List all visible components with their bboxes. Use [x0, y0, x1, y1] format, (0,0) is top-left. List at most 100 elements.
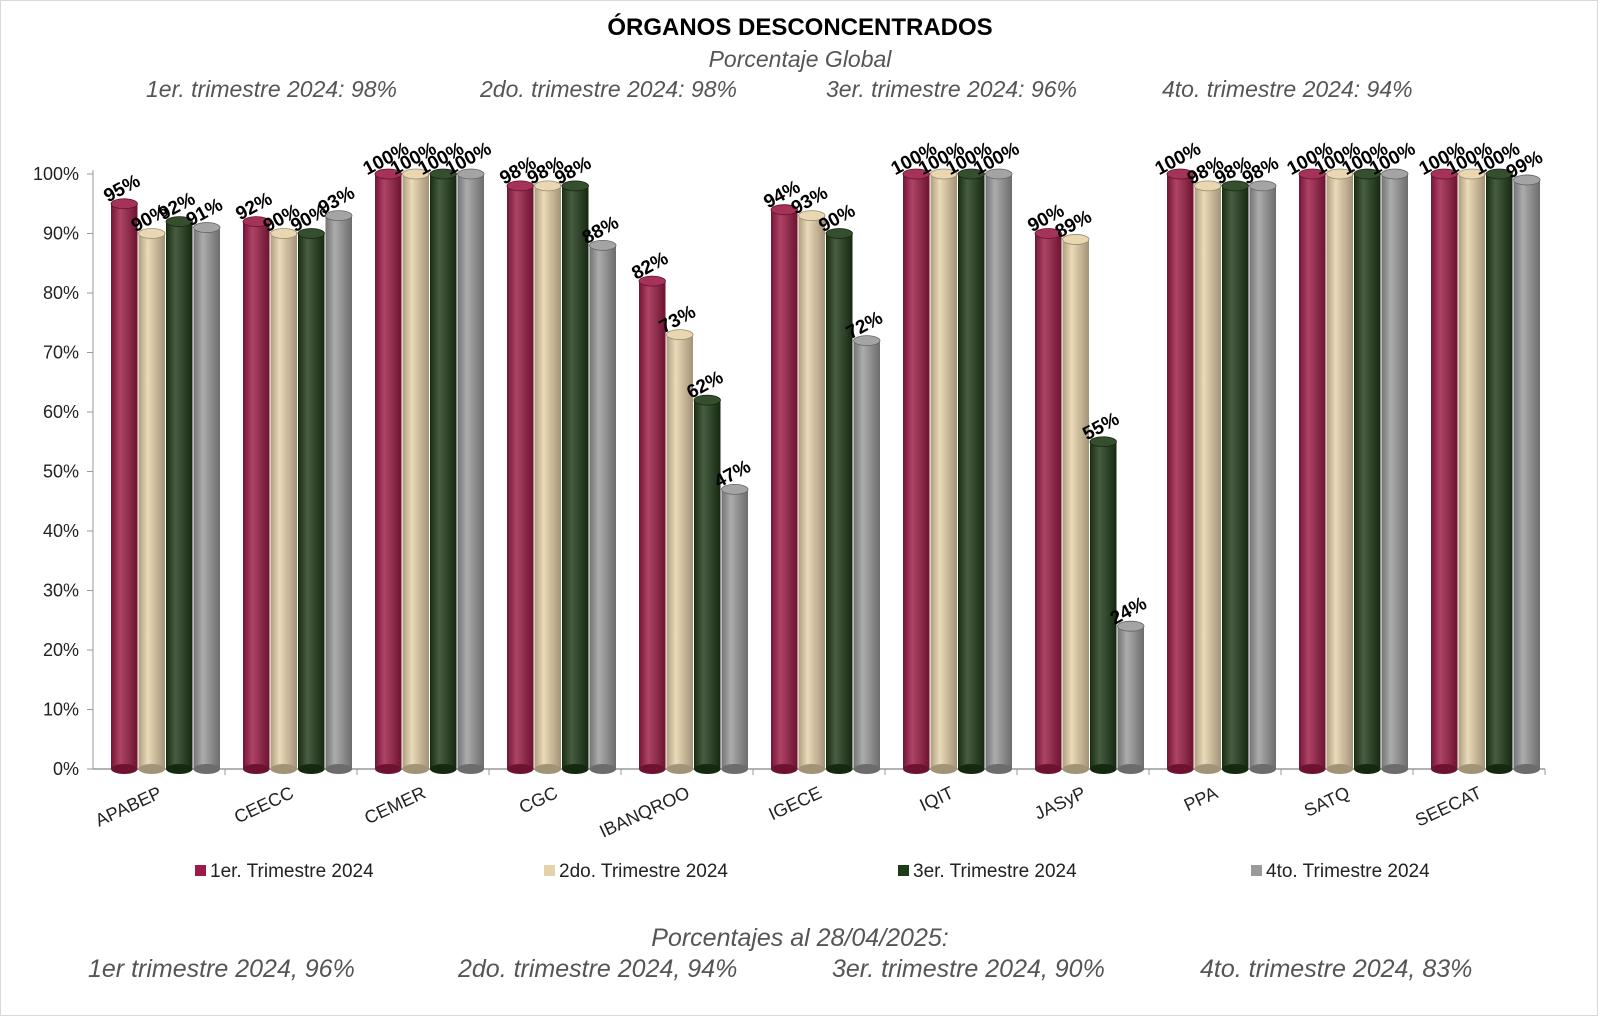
bar	[375, 174, 402, 769]
bar-base	[666, 764, 693, 774]
bar-top	[165, 216, 193, 228]
bar-top	[1326, 168, 1354, 180]
bar-top	[1485, 168, 1513, 180]
legend-swatch-q4	[1251, 865, 1262, 876]
bar-top	[1298, 168, 1326, 180]
x-category-label: SATQ	[1301, 782, 1353, 820]
y-tick-label: 50%	[43, 462, 79, 482]
bar-top	[297, 228, 325, 239]
bar-top	[374, 168, 402, 180]
quarter-1-global: 1er. trimestre 2024: 98%	[146, 76, 397, 102]
bar	[298, 233, 325, 769]
bar	[1117, 626, 1144, 769]
bar-top	[1166, 168, 1194, 180]
chart-subtitle: Porcentaje Global	[708, 46, 892, 72]
y-tick-label: 60%	[43, 402, 79, 422]
bar-top	[1034, 228, 1062, 239]
bar-base	[1035, 764, 1062, 774]
bar	[1249, 185, 1276, 769]
legend-label-q3: 3er. Trimestre 2024	[913, 861, 1077, 882]
bar-top	[1117, 620, 1145, 632]
bar	[430, 174, 457, 769]
bar	[930, 174, 957, 769]
bar-top	[1249, 180, 1277, 192]
y-tick-label: 80%	[43, 283, 79, 303]
bar	[639, 281, 666, 769]
bar-top	[770, 204, 798, 216]
chart-title: ÓRGANOS DESCONCENTRADOS	[607, 14, 993, 41]
bar-top	[1353, 168, 1381, 180]
bar-base	[457, 764, 484, 774]
bar	[1090, 441, 1117, 769]
bar-base	[298, 764, 325, 774]
bar-base	[1222, 764, 1249, 774]
bar	[985, 174, 1012, 769]
bar-base	[639, 764, 666, 774]
bar-top	[110, 198, 138, 210]
bar	[562, 185, 589, 769]
bar-top	[1089, 436, 1117, 448]
bar-top	[138, 228, 166, 239]
x-category-label: SEECAT	[1412, 782, 1485, 830]
bar-base	[507, 764, 534, 774]
legend-label-q2: 2do. Trimestre 2024	[559, 861, 728, 882]
bar-base	[1513, 764, 1540, 774]
x-category-label: CEECC	[231, 782, 297, 827]
bar	[1381, 174, 1408, 769]
y-tick-label: 20%	[43, 640, 79, 660]
bar-top	[1430, 168, 1458, 180]
quarter-4-global: 4to. trimestre 2024: 94%	[1162, 76, 1413, 102]
bar-top	[853, 335, 881, 347]
bar	[666, 334, 693, 769]
bar-base	[798, 764, 825, 774]
x-category-label: CEMER	[361, 782, 428, 828]
bar-top	[825, 228, 853, 239]
bar	[1222, 185, 1249, 769]
bar-top	[1221, 180, 1249, 192]
bar-base	[1062, 764, 1089, 774]
quarter-2-global: 2do. trimestre 2024: 98%	[480, 76, 737, 102]
y-tick-label: 100%	[33, 164, 79, 184]
bar	[1513, 179, 1540, 769]
bar-top	[693, 394, 721, 406]
bar-base	[1167, 764, 1194, 774]
bar-base	[270, 764, 297, 774]
y-tick-label: 10%	[43, 700, 79, 720]
bar-top	[721, 483, 749, 495]
x-category-label: IBANQROO	[596, 782, 692, 841]
bar-base	[243, 764, 270, 774]
bar-base	[1326, 764, 1353, 774]
bar	[193, 227, 220, 770]
bar	[589, 245, 616, 769]
bar-base	[1249, 764, 1276, 774]
x-category-label: APABEP	[92, 782, 165, 830]
bar-top	[589, 239, 617, 251]
bar-base	[694, 764, 721, 774]
bar	[507, 185, 534, 769]
bar	[1035, 233, 1062, 769]
quarter-3-global: 3er. trimestre 2024: 96%	[826, 76, 1077, 102]
bar-top	[242, 216, 270, 228]
legend-label-q1: 1er. Trimestre 2024	[210, 861, 374, 882]
bar-base	[534, 764, 561, 774]
x-category-label: PPA	[1181, 782, 1221, 815]
bar	[1458, 174, 1485, 769]
bar-base	[1194, 764, 1221, 774]
bar-base	[1117, 764, 1144, 774]
bar	[138, 233, 165, 769]
bar-base	[375, 764, 402, 774]
bar-top	[985, 168, 1013, 180]
bar-top	[457, 168, 485, 180]
bar-base	[985, 764, 1012, 774]
bar-base	[1431, 764, 1458, 774]
bar	[903, 174, 930, 769]
legend-item-q2: 2do. Trimestre 2024	[544, 861, 728, 883]
legend-item-q3: 3er. Trimestre 2024	[898, 861, 1077, 883]
bar	[1062, 239, 1089, 769]
bar-base	[1458, 764, 1485, 774]
bar	[1354, 174, 1381, 769]
bar-base	[771, 764, 798, 774]
x-category-label: JASyP	[1031, 782, 1088, 823]
